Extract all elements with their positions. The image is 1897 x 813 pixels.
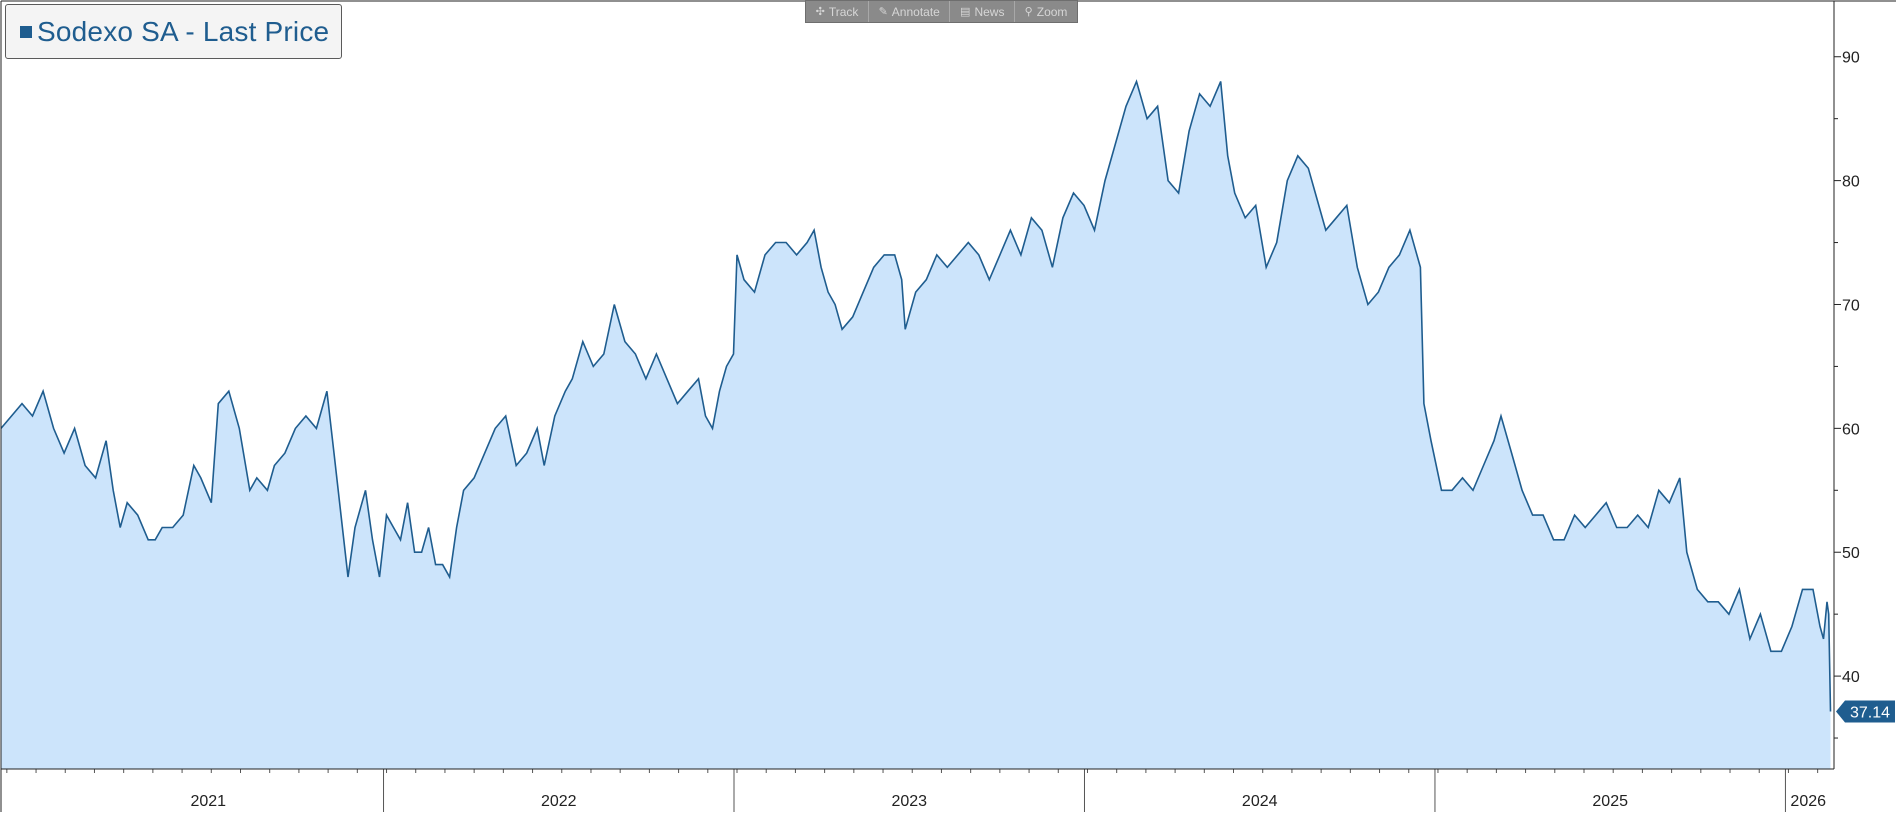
zoom-label: Zoom	[1036, 4, 1068, 19]
x-tick-label: 2026	[1790, 793, 1826, 810]
last-price-tag-shape	[1836, 700, 1895, 723]
y-axis: 40 50 60 70 80 90	[1834, 50, 1860, 739]
last-price-value: 37.14	[1850, 705, 1890, 722]
annotate-label: Annotate	[891, 4, 940, 19]
x-axis: 2021 2022 2023 2024 2025 2026	[190, 769, 1826, 812]
y-tick-label: 50	[1842, 545, 1860, 562]
chart-legend: Sodexo SA - Last Price	[5, 4, 342, 59]
y-tick-label: 40	[1842, 669, 1860, 686]
zoom-button[interactable]: ⚲ Zoom	[1015, 1, 1077, 22]
x-tick-label: 2022	[541, 793, 577, 810]
y-tick-label: 80	[1842, 174, 1860, 191]
news-label: News	[974, 4, 1005, 19]
news-icon: ▤	[960, 6, 971, 18]
x-tick-label: 2023	[891, 793, 927, 810]
pencil-icon: ✎	[878, 6, 888, 18]
annotate-button[interactable]: ✎ Annotate	[869, 1, 951, 22]
y-tick-label: 90	[1842, 50, 1860, 67]
x-tick-label: 2025	[1592, 793, 1628, 810]
x-minor-ticks	[6, 769, 1819, 773]
track-label: Track	[828, 4, 859, 19]
magnifier-icon: ⚲	[1024, 6, 1033, 18]
price-line	[0, 79, 1832, 712]
last-price-tag: 37.14	[1836, 700, 1895, 723]
y-tick-label: 60	[1842, 421, 1860, 438]
legend-swatch	[20, 25, 32, 38]
y-tick-label: 70	[1842, 297, 1860, 314]
track-button[interactable]: ✣ Track	[806, 1, 869, 22]
legend-label: Sodexo SA - Last Price	[37, 15, 330, 47]
news-button[interactable]: ▤ News	[950, 1, 1016, 22]
x-tick-label: 2021	[190, 793, 226, 810]
crosshair-icon: ✣	[815, 6, 825, 18]
chart-toolbar: ✣ Track ✎ Annotate ▤ News ⚲ Zoom	[805, 0, 1078, 23]
x-tick-label: 2024	[1242, 793, 1278, 810]
price-area-fill	[1, 81, 1831, 769]
